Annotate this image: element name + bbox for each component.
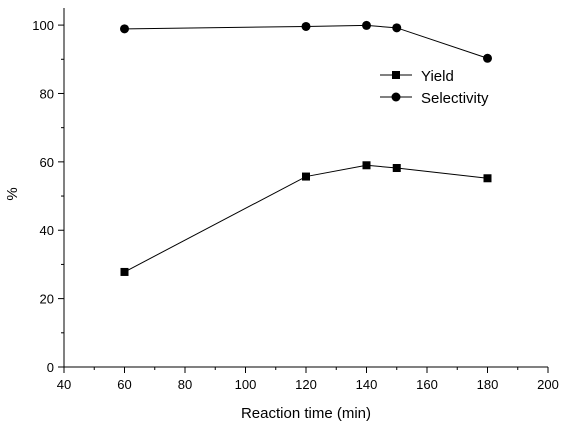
selectivity-point [392,23,402,33]
x-tick-label: 40 [57,377,71,392]
y-tick-label: 100 [32,18,54,33]
x-tick-label: 80 [178,377,192,392]
yield-point [120,267,129,276]
yield-point [302,172,310,181]
y-tick-label: 20 [40,292,54,307]
selectivity-point [301,21,311,31]
y-tick-label: 60 [40,155,54,170]
legend-marker-selectivity [391,92,401,102]
x-tick-label: 140 [356,377,378,392]
yield-point [483,174,492,183]
series-layer [120,20,492,276]
y-tick-label: 80 [40,86,54,101]
x-tick-label: 160 [416,377,438,392]
x-tick-label: 200 [537,377,559,392]
selectivity-point [362,20,371,30]
x-tick-label: 60 [117,377,131,392]
axes: 40 60 80 100 120 140 160 180 200 0 20 40 60 80 100 [32,8,559,392]
x-axis-label: Reaction time (min) [241,405,371,422]
yield-line [124,164,488,273]
x-tick-label: 100 [235,377,257,392]
yield-point [392,164,401,173]
x-tick-label: 120 [295,377,317,392]
legend-label-yield: Yield [421,68,454,85]
y-tick-label: 0 [47,360,54,375]
legend: Yield Selectivity [380,68,489,107]
y-axis-label: % [4,187,21,200]
legend-label-selectivity: Selectivity [421,90,489,107]
y-tick-label: 40 [40,223,54,238]
legend-marker-yield [392,71,400,79]
x-tick-label: 180 [477,377,499,392]
selectivity-point [483,53,492,63]
selectivity-point [120,24,129,34]
yield-point [362,161,371,170]
